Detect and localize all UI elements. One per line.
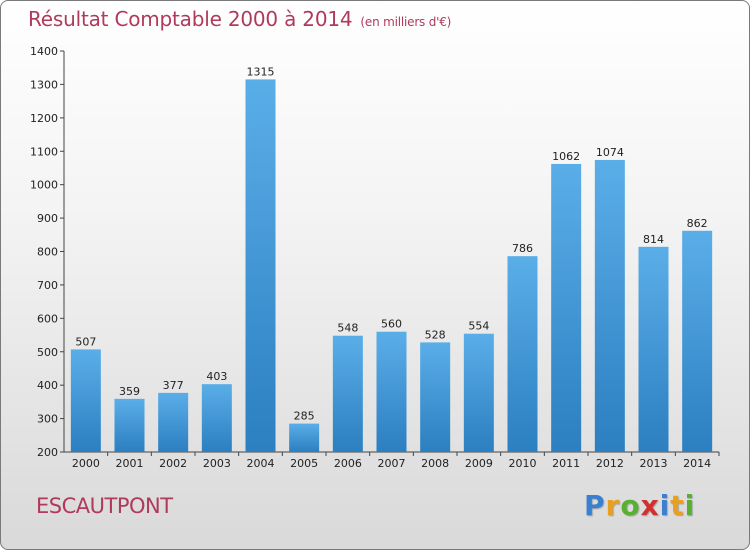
data-label: 1074 (596, 146, 624, 159)
data-label: 285 (294, 410, 315, 423)
y-tick-label: 1400 (30, 45, 58, 58)
y-tick-label: 400 (37, 379, 58, 392)
bar (420, 342, 451, 452)
y-tick-label: 1100 (30, 145, 58, 158)
bar (551, 163, 582, 452)
bar (158, 392, 189, 452)
x-tick-label: 2003 (203, 457, 231, 470)
chart-title: Résultat Comptable 2000 à 2014 (en millie… (28, 7, 451, 31)
logo-letter: i (684, 489, 696, 522)
data-label: 554 (468, 320, 489, 333)
bar (289, 423, 320, 452)
x-tick-label: 2010 (509, 457, 537, 470)
data-label: 1062 (552, 150, 580, 163)
data-label: 560 (381, 318, 402, 331)
logo-letter: P (584, 489, 606, 522)
commune-name: ESCAUTPONT (36, 494, 173, 518)
data-label: 1315 (247, 65, 275, 78)
x-tick-label: 2009 (465, 457, 493, 470)
chart-title-unit: (en milliers d'€) (360, 15, 452, 29)
x-tick-label: 2004 (247, 457, 275, 470)
y-tick-label: 500 (37, 346, 58, 359)
chart-title-main: Résultat Comptable 2000 à 2014 (28, 7, 353, 31)
y-tick-label: 1000 (30, 179, 58, 192)
bar (245, 79, 276, 452)
logo-letter: i (659, 489, 671, 522)
bar (638, 246, 669, 452)
x-tick-label: 2001 (116, 457, 144, 470)
data-label: 814 (643, 233, 664, 246)
data-label: 403 (206, 370, 227, 383)
data-label: 548 (337, 322, 358, 335)
x-tick-label: 2000 (72, 457, 100, 470)
x-tick-label: 2012 (596, 457, 624, 470)
bar (70, 349, 101, 452)
y-tick-label: 200 (37, 446, 58, 459)
x-tick-label: 2013 (640, 457, 668, 470)
x-tick-label: 2008 (421, 457, 449, 470)
logo-letter: o (620, 489, 641, 522)
logo-letter: r (605, 489, 621, 522)
x-tick-label: 2011 (552, 457, 580, 470)
bar (594, 159, 625, 452)
bar (376, 331, 407, 452)
y-tick-label: 800 (37, 246, 58, 259)
bar (201, 384, 232, 452)
data-label: 359 (119, 385, 140, 398)
data-label: 507 (75, 335, 96, 348)
y-tick-label: 900 (37, 212, 58, 225)
data-label: 862 (687, 217, 708, 230)
x-tick-label: 2002 (159, 457, 187, 470)
proxiti-logo[interactable]: Proxiti (584, 489, 695, 522)
y-tick-label: 1200 (30, 112, 58, 125)
y-tick-label: 1300 (30, 78, 58, 91)
bar (114, 398, 145, 452)
bar (332, 335, 363, 452)
y-tick-label: 600 (37, 312, 58, 325)
bar (507, 256, 538, 452)
y-tick-label: 300 (37, 413, 58, 426)
x-tick-label: 2006 (334, 457, 362, 470)
logo-letter: x (640, 489, 660, 522)
bar (463, 333, 494, 452)
x-tick-label: 2014 (683, 457, 711, 470)
data-label: 377 (163, 379, 184, 392)
data-label: 786 (512, 242, 533, 255)
y-tick-label: 700 (37, 279, 58, 292)
logo-letter: t (670, 489, 685, 522)
x-tick-label: 2005 (290, 457, 318, 470)
x-tick-label: 2007 (378, 457, 406, 470)
bar (682, 230, 713, 452)
data-label: 528 (425, 328, 446, 341)
